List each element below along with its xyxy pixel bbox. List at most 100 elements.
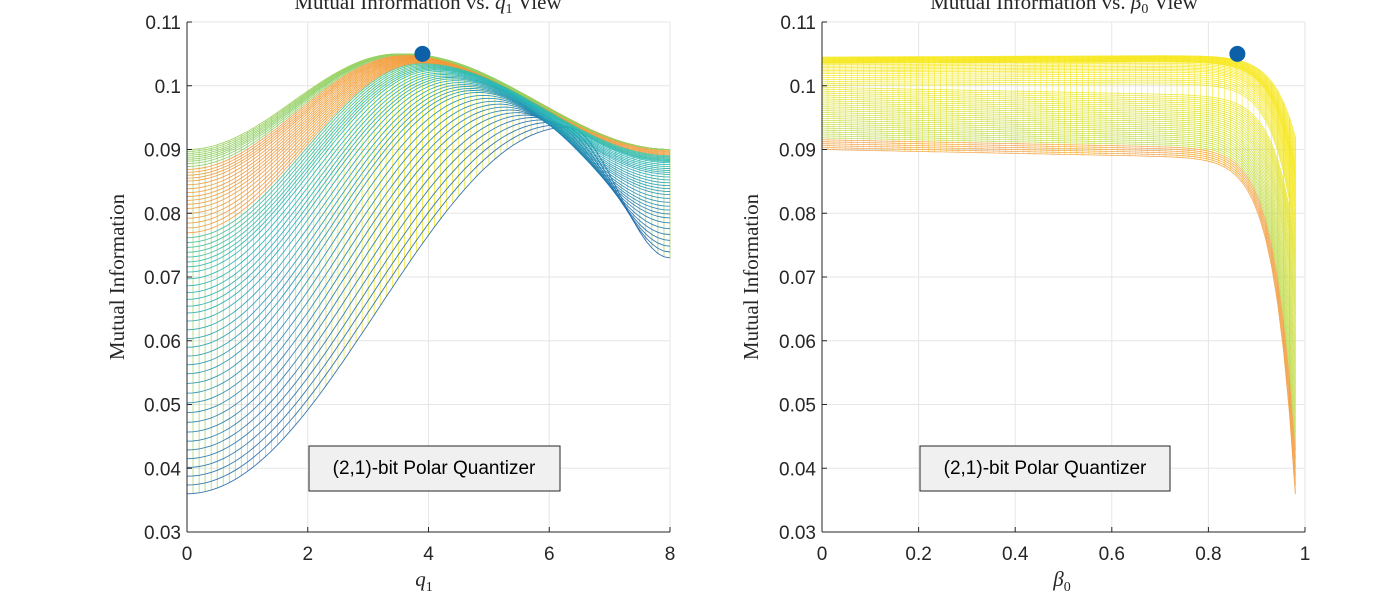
mesh-row-line — [821, 133, 1296, 423]
mesh-row-line — [821, 147, 1296, 486]
right-surface — [821, 45, 1296, 494]
mesh-row-line — [822, 73, 1296, 214]
mesh-row-line — [822, 56, 1296, 145]
y-tick-label: 0.04 — [144, 459, 181, 480]
left-annotation-text: (2,1)-bit Polar Quantizer — [333, 458, 536, 479]
mesh-row-line — [821, 100, 1296, 279]
mesh-row-line — [821, 119, 1296, 357]
x-tick-label: 0.8 — [1195, 544, 1221, 565]
mesh-row-line — [822, 67, 1296, 197]
y-tick-label: 0.09 — [779, 141, 816, 162]
y-tick-label: 0.06 — [779, 332, 816, 353]
mesh-row-line — [186, 62, 671, 239]
mesh-row-line — [821, 110, 1296, 314]
y-tick-label: 0.11 — [145, 13, 181, 34]
mesh-row-line — [186, 67, 671, 263]
mesh-row-line — [186, 65, 671, 253]
mesh-row-line — [186, 69, 671, 273]
left-x-axis-label: q1 — [415, 567, 433, 595]
right-plot: 0 0.2 0.4 0.6 0.8 1 0.03 0.04 0.05 0.06 0.07 0.08 0.… — [739, 0, 1310, 595]
mesh-row-line — [821, 135, 1296, 433]
x-tick-label: 0.4 — [1002, 544, 1029, 565]
x-tick-label: 0 — [817, 544, 828, 565]
mesh-row-line — [821, 88, 1296, 248]
mesh-row-line — [821, 86, 1296, 243]
left-annotation-box — [308, 445, 561, 492]
y-tick-label: 0.09 — [144, 141, 181, 162]
y-tick-label: 0.08 — [144, 204, 181, 225]
x-tick-label: 4 — [423, 544, 434, 565]
y-tick-label: 0.03 — [779, 523, 816, 544]
mesh-row-line — [822, 79, 1296, 228]
y-tick-label: 0.03 — [144, 523, 181, 544]
mesh-row-line — [821, 108, 1296, 307]
mesh-row-line — [821, 98, 1296, 273]
mesh-row-line — [821, 141, 1296, 459]
mesh-row-line — [821, 129, 1296, 403]
mesh-row-line — [186, 90, 671, 366]
mesh-row-line — [822, 70, 1296, 205]
x-tick-label: 6 — [544, 544, 555, 565]
max-marker — [414, 45, 431, 62]
mesh-row-line — [821, 66, 1296, 193]
y-tick-label: 0.07 — [779, 268, 816, 289]
mesh-row-line — [186, 75, 671, 300]
y-tick-label: 0.1 — [790, 77, 816, 98]
mesh-row-line — [822, 56, 1296, 149]
mesh-row-line — [821, 94, 1296, 263]
mesh-row-line — [821, 81, 1296, 233]
mesh-row-line — [186, 66, 671, 258]
mesh-row-line — [821, 139, 1296, 451]
mesh-row-line — [186, 80, 671, 322]
y-tick-label: 0.04 — [779, 459, 816, 480]
mesh-row-line — [821, 143, 1296, 468]
mesh-row-line — [186, 63, 671, 243]
y-tick-label: 0.06 — [144, 332, 181, 353]
mesh-row-line — [186, 92, 671, 375]
left-annotation: (2,1)-bit Polar Quantizer — [308, 445, 561, 492]
mesh-row-line — [186, 103, 671, 414]
right-y-axis-label: Mutual Information — [739, 193, 763, 360]
mesh-row-line — [186, 106, 671, 423]
x-tick-label: 2 — [302, 544, 313, 565]
mesh-row-line — [821, 102, 1296, 286]
mesh-row-line — [821, 131, 1296, 413]
y-tick-label: 0.07 — [144, 268, 181, 289]
right-tick-labels: 0 0.2 0.4 0.6 0.8 1 0.03 0.04 0.05 0.06 0.07 0.08 0.… — [779, 13, 1310, 565]
mesh-row-line — [822, 58, 1296, 161]
x-tick-label: 1 — [1300, 544, 1311, 565]
mesh-row-line — [822, 75, 1296, 219]
mesh-row-line — [822, 64, 1296, 189]
mesh-row-line — [186, 61, 671, 224]
mesh-row-line — [821, 96, 1296, 267]
mesh-row-line — [186, 86, 671, 348]
mesh-row-line — [821, 104, 1296, 293]
right-annotation: (2,1)-bit Polar Quantizer — [919, 445, 1171, 492]
mesh-row-line — [186, 78, 671, 314]
mesh-row-line — [821, 127, 1296, 394]
y-tick-label: 0.11 — [780, 13, 816, 34]
mesh-row-line — [822, 57, 1296, 153]
mesh-row-line — [186, 100, 671, 404]
right-title: Mutual Information vs. β0 View — [930, 0, 1198, 17]
mesh-row-line — [821, 137, 1296, 442]
mesh-row-line — [821, 90, 1296, 253]
y-tick-label: 0.05 — [779, 396, 816, 417]
left-surface — [186, 45, 671, 495]
left-y-axis-label: Mutual Information — [105, 193, 129, 360]
mesh-row-line — [186, 68, 671, 268]
mesh-row-line — [822, 55, 1296, 141]
y-tick-label: 0.08 — [779, 204, 816, 225]
mesh-row-line — [822, 72, 1296, 209]
mesh-row-line — [186, 82, 671, 331]
mesh-row-line — [186, 88, 671, 357]
mesh-row-line — [186, 72, 671, 287]
mesh-row-line — [822, 61, 1296, 182]
right-x-axis-label: β0 — [1052, 567, 1070, 595]
right-annotation-text: (2,1)-bit Polar Quantizer — [944, 458, 1147, 479]
mesh-row-line — [821, 68, 1296, 201]
left-tick-labels: 0 2 4 6 8 0.03 0.04 0.05 0.06 0.07 0.08 0.09 0.1 0.11 — [144, 13, 675, 565]
y-tick-label: 0.05 — [144, 396, 181, 417]
mesh-row-line — [821, 116, 1296, 339]
